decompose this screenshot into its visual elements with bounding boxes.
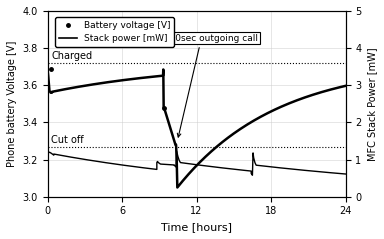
Text: Charged: Charged <box>51 51 93 61</box>
X-axis label: Time [hours]: Time [hours] <box>161 222 232 232</box>
Y-axis label: Phone battery Voltage [V]: Phone battery Voltage [V] <box>7 41 17 167</box>
Legend: Battery voltage [V], Stack power [mW]: Battery voltage [V], Stack power [mW] <box>55 17 174 47</box>
Text: 4min 20sec outgoing call: 4min 20sec outgoing call <box>144 34 258 137</box>
Text: Cut off: Cut off <box>51 135 84 145</box>
Y-axis label: MFC Stack Power [mW]: MFC Stack Power [mW] <box>367 47 377 161</box>
